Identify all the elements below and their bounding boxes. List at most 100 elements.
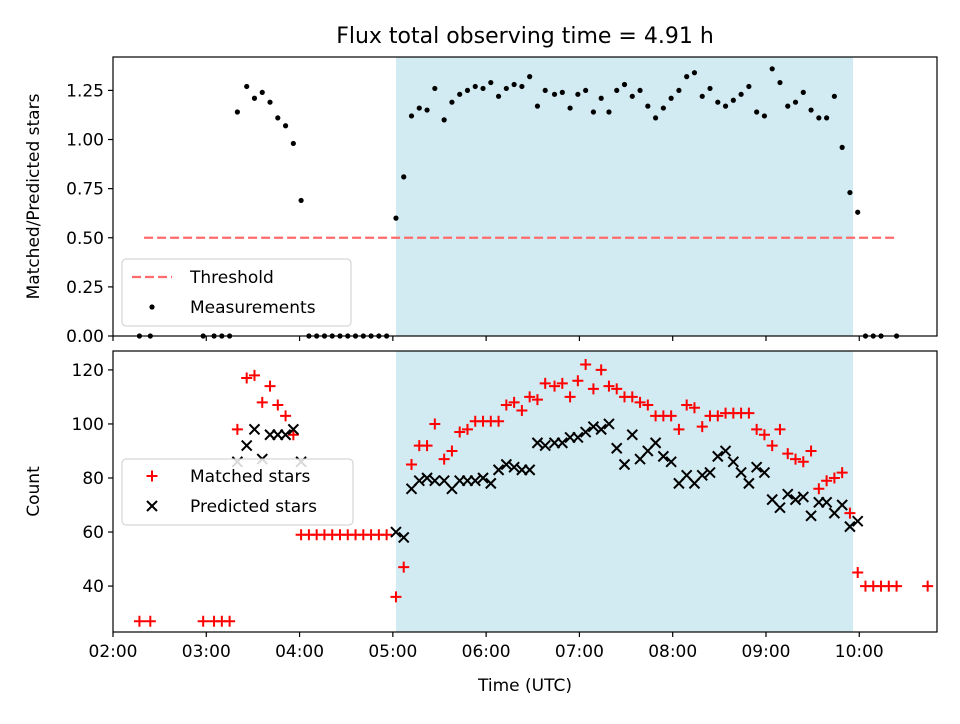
data-point xyxy=(240,439,253,452)
data-point xyxy=(824,115,830,121)
x-tick-label: 06:00 xyxy=(462,642,511,662)
data-point xyxy=(503,85,509,92)
data-point xyxy=(248,369,260,381)
data-point xyxy=(493,415,505,427)
data-point xyxy=(424,107,430,113)
data-point xyxy=(567,105,573,111)
data-point xyxy=(805,445,817,457)
data-point xyxy=(665,410,677,422)
data-point xyxy=(688,402,700,414)
legend-matched-label: Matched stars xyxy=(190,467,310,487)
data-point xyxy=(642,399,654,411)
x-tick-label: 07:00 xyxy=(555,642,604,662)
data-point xyxy=(743,407,755,419)
data-point xyxy=(234,109,240,115)
data-point xyxy=(665,456,677,468)
legend-predicted-label: Predicted stars xyxy=(190,497,317,517)
data-point xyxy=(519,83,525,90)
data-point xyxy=(500,399,512,411)
data-point xyxy=(676,87,682,94)
axes-frame xyxy=(112,56,938,337)
data-point xyxy=(821,475,833,487)
data-point xyxy=(280,410,292,422)
data-point xyxy=(785,103,791,109)
data-point xyxy=(637,87,643,94)
data-point xyxy=(580,359,592,371)
data-point xyxy=(626,429,638,441)
data-point xyxy=(738,91,744,97)
data-point xyxy=(508,461,520,473)
x-tick-label: 09:00 xyxy=(741,642,790,662)
data-point xyxy=(839,144,845,150)
data-point xyxy=(575,91,581,97)
legend-measurements-swatch xyxy=(149,304,155,310)
legend-top: Threshold Measurements xyxy=(121,258,352,327)
data-point xyxy=(922,580,934,592)
data-point xyxy=(852,567,864,579)
data-point xyxy=(429,418,441,430)
data-point xyxy=(290,140,296,147)
y-axis-label: Count xyxy=(24,466,44,517)
data-point xyxy=(707,85,713,92)
data-point xyxy=(572,375,584,387)
legend-box xyxy=(121,458,354,526)
data-point xyxy=(287,423,300,436)
data-point xyxy=(618,458,631,471)
data-point xyxy=(844,520,856,533)
data-point xyxy=(660,105,666,111)
data-point xyxy=(836,499,848,511)
data-point xyxy=(449,99,455,105)
data-point xyxy=(267,99,273,105)
data-point xyxy=(401,174,407,180)
data-point xyxy=(691,70,698,76)
y-tick-label: 0.75 xyxy=(66,180,104,200)
data-point xyxy=(696,469,708,481)
y-tick-label: 0.00 xyxy=(66,327,104,347)
data-point xyxy=(398,561,410,573)
data-point xyxy=(611,383,623,395)
series-measurements xyxy=(136,66,900,339)
y-tick-label: 40 xyxy=(82,577,104,597)
data-point xyxy=(524,391,536,403)
data-point xyxy=(719,445,732,457)
data-point xyxy=(393,215,399,221)
data-point xyxy=(406,458,418,470)
axes-frame xyxy=(112,350,938,633)
data-point xyxy=(539,377,551,389)
data-point xyxy=(668,95,674,101)
data-point xyxy=(606,109,612,115)
data-point xyxy=(454,426,466,438)
data-point xyxy=(836,467,848,479)
data-point xyxy=(629,93,635,99)
data-point xyxy=(429,474,441,487)
data-point xyxy=(531,437,544,449)
data-point xyxy=(634,396,646,408)
data-point xyxy=(777,79,783,86)
data-point xyxy=(244,83,250,90)
data-point xyxy=(551,91,558,97)
data-point xyxy=(774,502,786,514)
legend-predicted-swatch xyxy=(146,500,158,512)
data-point xyxy=(808,107,814,113)
data-point xyxy=(488,79,494,86)
data-point xyxy=(750,461,763,473)
data-point xyxy=(855,209,861,215)
data-point xyxy=(390,591,402,603)
data-point xyxy=(500,458,513,471)
data-point xyxy=(699,93,705,99)
y-tick-label: 1.25 xyxy=(66,81,104,101)
data-point xyxy=(684,74,690,80)
data-point xyxy=(790,453,802,465)
data-point xyxy=(287,429,299,441)
data-point xyxy=(598,95,604,101)
data-point xyxy=(722,103,729,109)
data-point xyxy=(413,474,425,487)
data-point xyxy=(531,394,543,406)
data-point xyxy=(743,477,755,490)
data-point xyxy=(251,95,258,101)
data-point xyxy=(416,105,422,111)
data-point xyxy=(590,109,597,115)
data-point xyxy=(508,396,520,408)
data-point xyxy=(259,89,265,95)
